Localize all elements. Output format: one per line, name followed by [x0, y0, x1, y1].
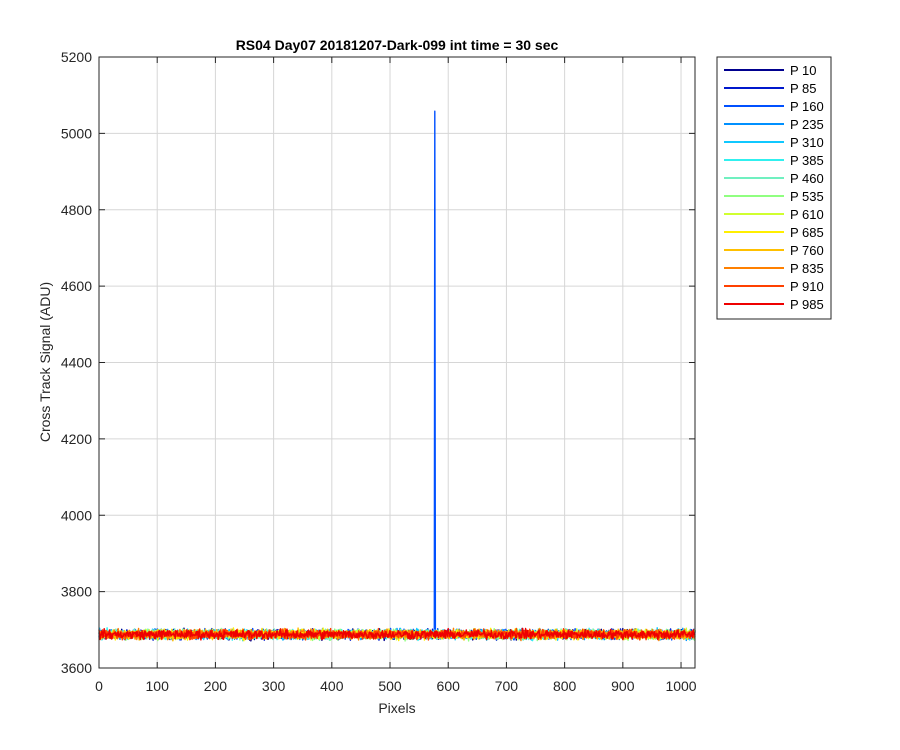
x-tick-label: 500	[378, 678, 402, 694]
y-tick-label: 4200	[61, 431, 92, 447]
legend-entry: P 460	[790, 171, 824, 186]
legend: P 10 P 85 P 160 P 235 P 310 P 385 P 460 P 535 P …	[716, 56, 832, 320]
y-axis-label: Cross Track Signal (ADU)	[37, 282, 53, 442]
y-tick-label: 4400	[61, 355, 92, 371]
y-tick-label: 5200	[61, 49, 92, 65]
legend-entry: P 835	[790, 261, 824, 276]
legend-entry: P 10	[790, 63, 817, 78]
legend-entry: P 985	[790, 297, 824, 312]
x-axis-label: Pixels	[378, 700, 415, 716]
x-tick-label: 600	[437, 678, 461, 694]
legend-entry: P 235	[790, 117, 824, 132]
x-tick-label: 100	[146, 678, 170, 694]
x-tick-label: 900	[611, 678, 635, 694]
legend-entry: P 535	[790, 189, 824, 204]
y-tick-label: 5000	[61, 125, 92, 141]
y-tick-label: 4800	[61, 202, 92, 218]
x-tick-label: 400	[320, 678, 344, 694]
y-tick-label: 4000	[61, 507, 92, 523]
legend-entry: P 310	[790, 135, 824, 150]
legend-entry: P 160	[790, 99, 824, 114]
legend-box	[716, 56, 832, 320]
x-tick-label: 200	[204, 678, 228, 694]
x-tick-label: 700	[495, 678, 519, 694]
series-line	[98, 627, 696, 641]
axis-ticks: 0 100 200 300 400 500 600 700 800 900 1000 3600 3800…	[61, 49, 697, 694]
x-tick-label: 0	[95, 678, 103, 694]
series-lines	[98, 110, 696, 642]
x-tick-label: 1000	[665, 678, 696, 694]
x-tick-label: 800	[553, 678, 577, 694]
legend-entry: P 685	[790, 225, 824, 240]
chart-title: RS04 Day07 20181207-Dark-099 int time = …	[236, 37, 559, 53]
legend-entry: P 385	[790, 153, 824, 168]
legend-entry: P 910	[790, 279, 824, 294]
grid-lines	[99, 57, 695, 668]
y-tick-label: 4600	[61, 278, 92, 294]
legend-entry: P 760	[790, 243, 824, 258]
y-tick-label: 3600	[61, 660, 92, 676]
y-tick-label: 3800	[61, 584, 92, 600]
legend-entry: P 610	[790, 207, 824, 222]
legend-entry: P 85	[790, 81, 817, 96]
x-tick-label: 300	[262, 678, 286, 694]
